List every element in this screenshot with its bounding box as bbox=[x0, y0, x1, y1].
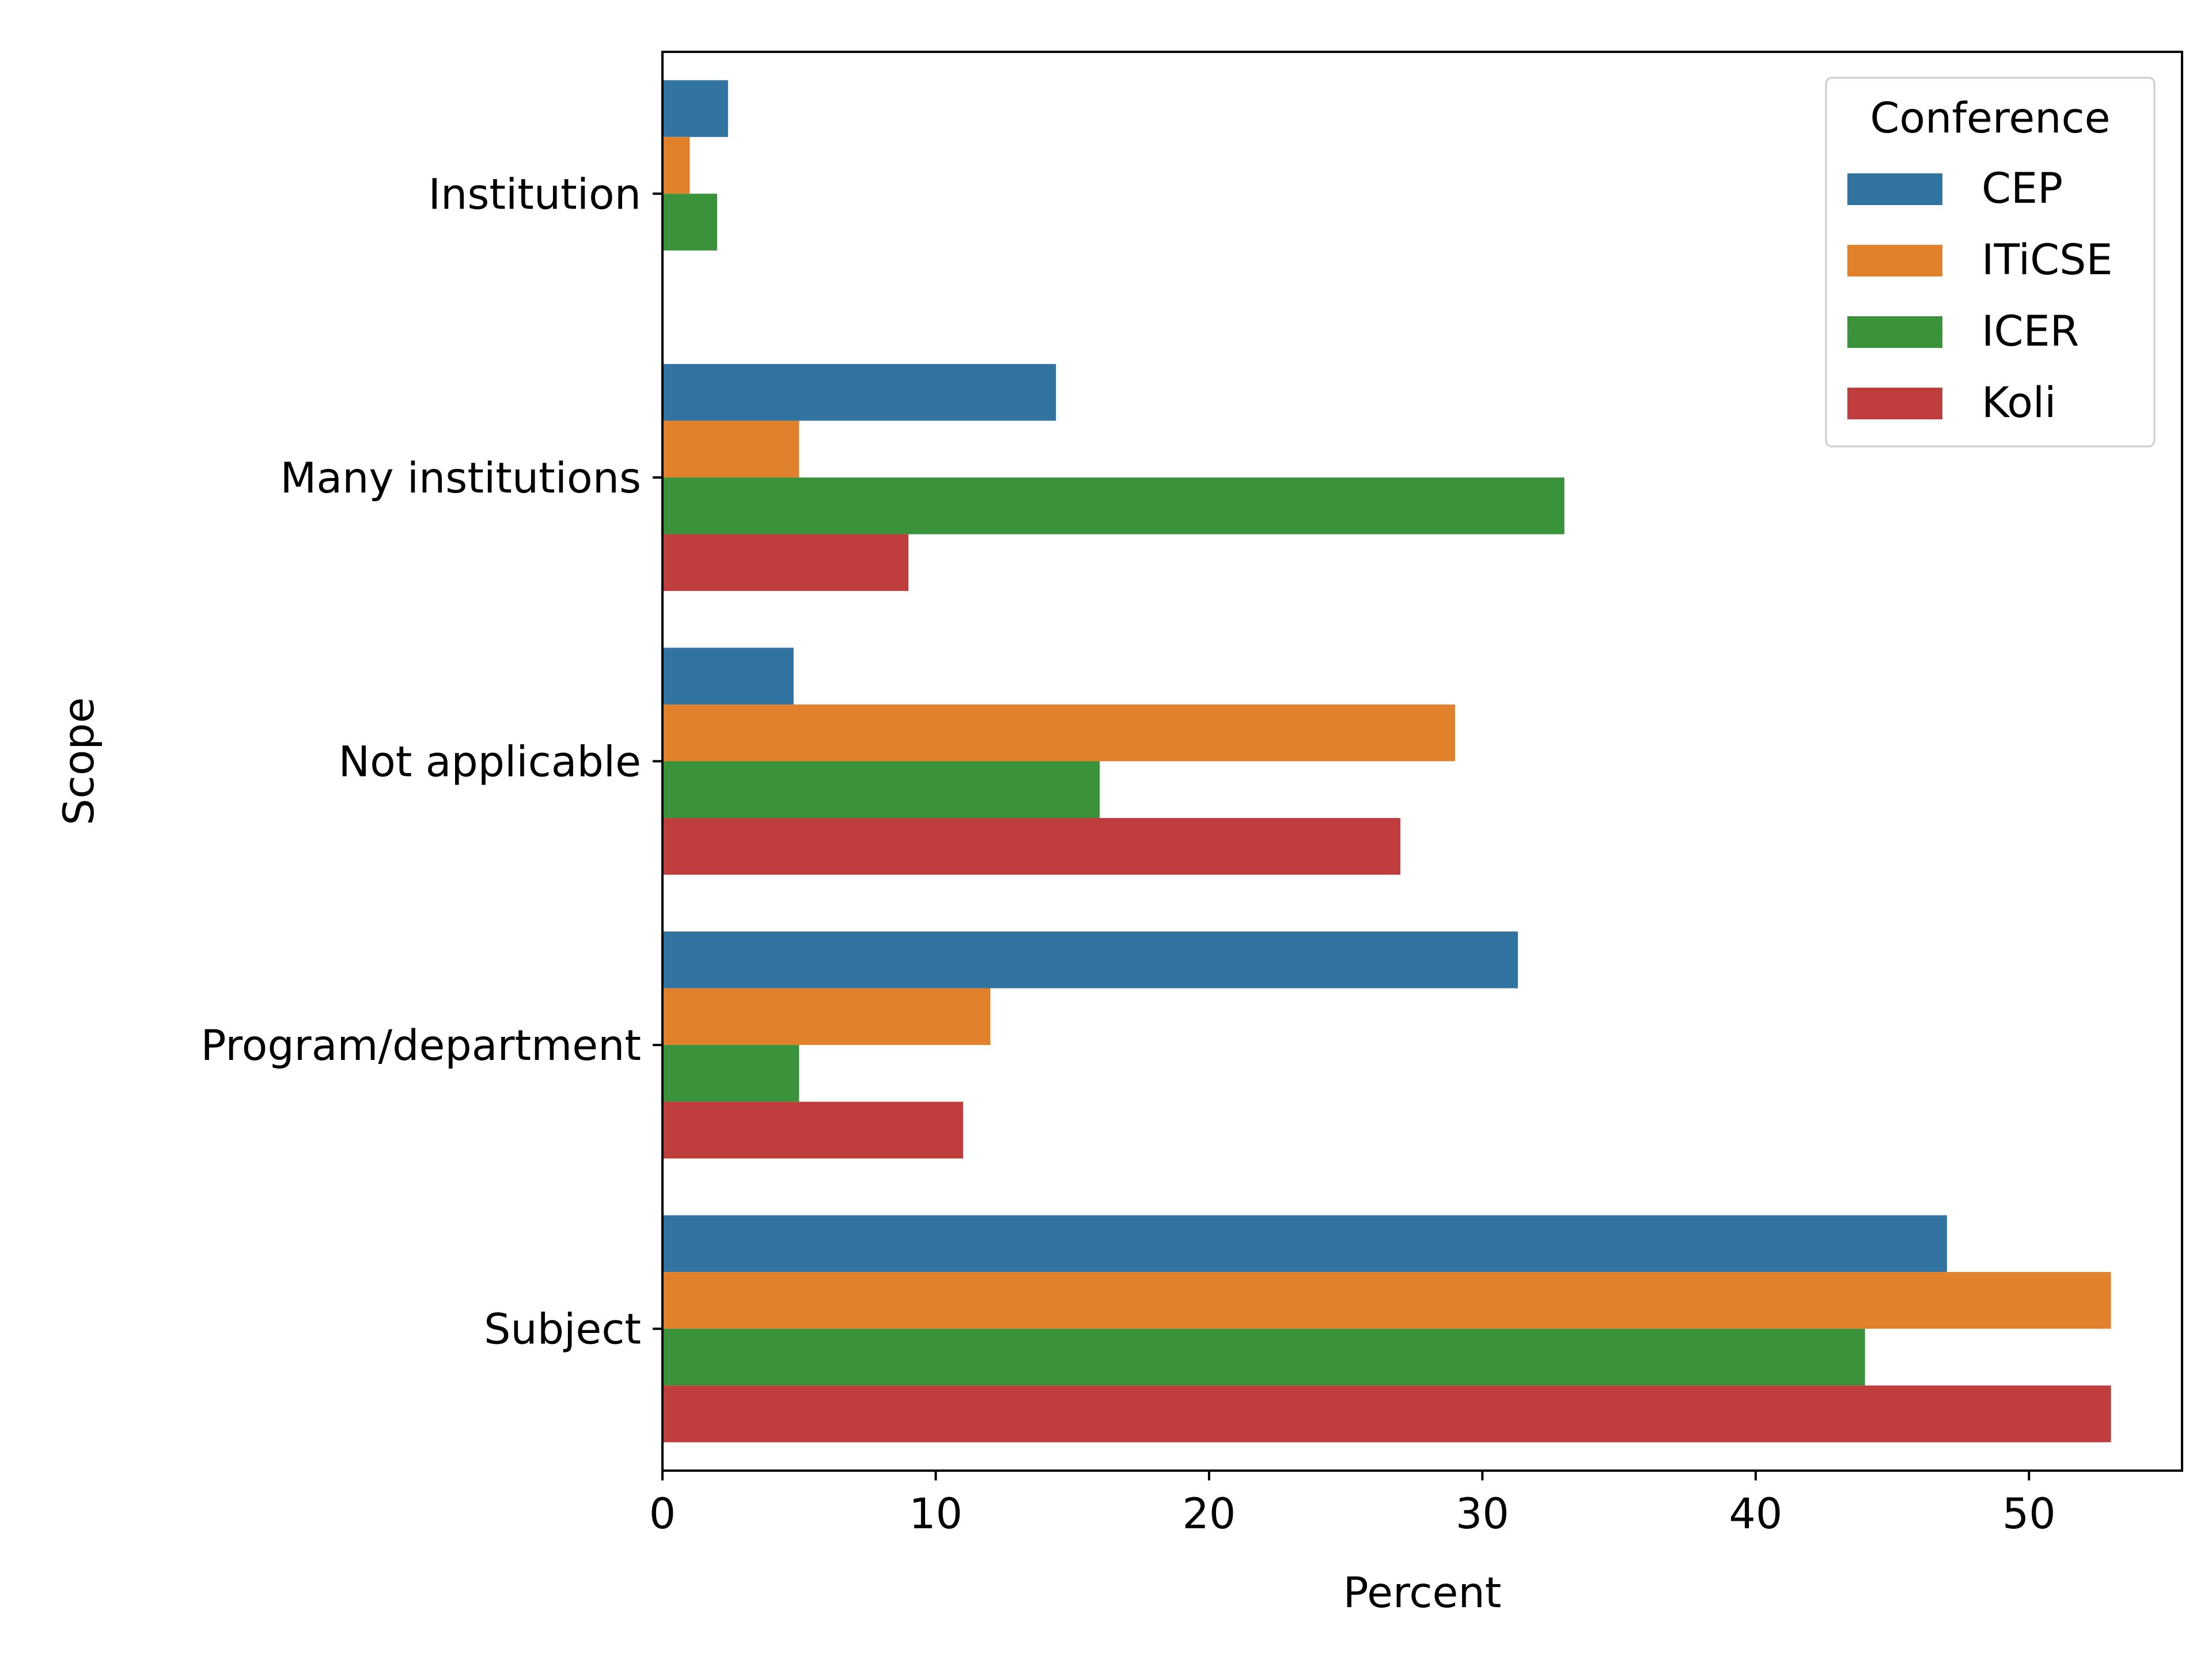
legend-label-koli: Koli bbox=[1982, 378, 2056, 427]
legend-title: Conference bbox=[1870, 94, 2110, 143]
x-tick-label-20: 20 bbox=[1182, 1490, 1236, 1539]
legend-swatch-koli bbox=[1847, 388, 1942, 419]
bar-not-applicable-icer bbox=[662, 761, 1100, 819]
legend-swatch-icer bbox=[1847, 316, 1942, 348]
bar-program-department-cep bbox=[662, 931, 1518, 988]
legend-items: CEP ITiCSE ICER Koli bbox=[1847, 164, 2113, 427]
bar-not-applicable-cep bbox=[662, 647, 794, 704]
x-tick-label-10: 10 bbox=[909, 1490, 963, 1539]
bar-subject-cep bbox=[662, 1215, 1947, 1272]
bar-program-department-icer bbox=[662, 1045, 800, 1102]
bar-subject-iticse bbox=[662, 1272, 2111, 1329]
bar-not-applicable-koli bbox=[662, 818, 1401, 875]
bar-institution-iticse bbox=[662, 137, 690, 194]
y-tick-label-not-applicable: Not applicable bbox=[339, 738, 641, 787]
bar-subject-koli bbox=[662, 1385, 2111, 1442]
bar-institution-icer bbox=[662, 194, 717, 251]
y-axis-label: Scope bbox=[55, 697, 104, 825]
legend-box bbox=[1825, 77, 2156, 448]
legend-label-cep: CEP bbox=[1982, 164, 2063, 213]
bar-many-institutions-iticse bbox=[662, 421, 800, 478]
legend-label-icer: ICER bbox=[1982, 307, 2079, 356]
y-tick-label-institution: Institution bbox=[429, 170, 641, 219]
legend-swatch-cep bbox=[1847, 173, 1942, 205]
y-tick-label-subject: Subject bbox=[484, 1305, 641, 1354]
x-axis: 0 10 20 30 40 50 bbox=[649, 1471, 2056, 1539]
bar-not-applicable-iticse bbox=[662, 704, 1455, 762]
y-tick-label-many-institutions: Many institutions bbox=[280, 454, 641, 503]
x-tick-label-30: 30 bbox=[1456, 1490, 1509, 1539]
bar-program-department-iticse bbox=[662, 988, 991, 1046]
plot-frame bbox=[661, 51, 2183, 1472]
legend: Conference CEP ITiCSE ICER Koli bbox=[1825, 77, 2156, 448]
y-tick-label-program-department: Program/department bbox=[201, 1021, 641, 1070]
x-tick-label-0: 0 bbox=[649, 1490, 676, 1539]
bar-program-department-koli bbox=[662, 1101, 963, 1159]
bar-many-institutions-icer bbox=[662, 477, 1565, 535]
legend-swatch-iticse bbox=[1847, 245, 1942, 276]
x-axis-label: Percent bbox=[1343, 1569, 1502, 1618]
bar-many-institutions-koli bbox=[662, 534, 909, 591]
bar-many-institutions-cep bbox=[662, 363, 1056, 421]
y-axis: Institution Many institutions Not applicab… bbox=[201, 170, 662, 1354]
x-tick-label-50: 50 bbox=[2002, 1490, 2056, 1539]
bars-group bbox=[662, 80, 2111, 1442]
x-tick-label-40: 40 bbox=[1729, 1490, 1782, 1539]
bar-subject-icer bbox=[662, 1328, 1865, 1386]
legend-label-iticse: ITiCSE bbox=[1982, 236, 2113, 285]
bar-institution-cep bbox=[662, 80, 728, 137]
